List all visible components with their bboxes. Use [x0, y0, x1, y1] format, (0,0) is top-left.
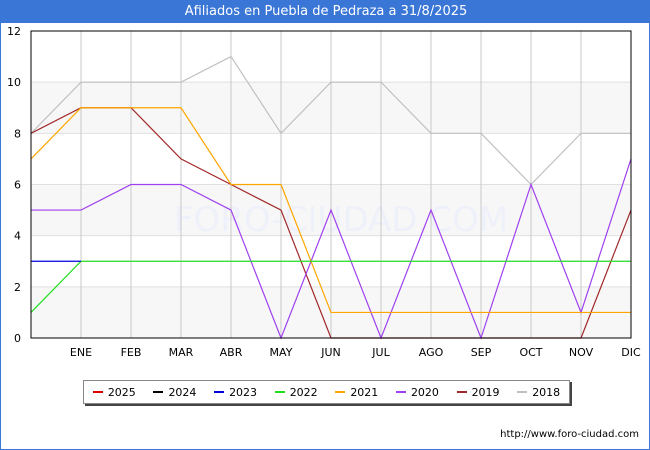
- legend-label: 2025: [107, 385, 136, 399]
- x-tick-label: DIC: [621, 346, 641, 359]
- x-tick-label: AGO: [419, 346, 444, 359]
- y-tick-label: 0: [14, 332, 21, 345]
- y-tick-label: 8: [14, 127, 21, 140]
- plot-border: [30, 30, 632, 339]
- legend-label: 2024: [168, 385, 197, 399]
- legend-item-2024: 2024: [153, 386, 196, 399]
- x-tick-label: MAY: [270, 346, 293, 359]
- series-line-2020: [31, 158, 632, 340]
- y-tick-label: 10: [7, 76, 21, 89]
- legend-item-2022: 2022: [274, 385, 318, 399]
- legend-swatch: [335, 391, 346, 393]
- x-tick-label: SEP: [471, 346, 492, 359]
- x-tick-label: FEB: [121, 346, 142, 359]
- legend-item-2025: 2025: [92, 385, 136, 399]
- legend-swatch: [153, 391, 164, 393]
- legend-label: 2018: [532, 385, 561, 399]
- y-tick-label: 4: [14, 230, 21, 243]
- legend: 2025 2024 2023 2022 2021 2020 2019 2018: [83, 380, 570, 404]
- watermark: FORO-CIUDAD.COM: [174, 200, 508, 240]
- chart-title: Afiliados en Puebla de Pedraza a 31/8/20…: [1, 1, 649, 23]
- legend-swatch: [92, 391, 103, 393]
- series-line-2022: [30, 260, 631, 313]
- x-tick-label: NOV: [569, 346, 594, 359]
- legend-item-2018: 2018: [517, 386, 560, 399]
- y-tick-label: 2: [14, 281, 21, 294]
- legend-swatch: [214, 391, 225, 393]
- legend-item-2023: 2023: [214, 386, 257, 399]
- legend-swatch: [395, 391, 406, 393]
- legend-label: 2021: [350, 385, 379, 399]
- x-tick-label: OCT: [519, 346, 542, 359]
- x-tick-label: MAR: [169, 346, 194, 359]
- legend-swatch: [517, 391, 528, 393]
- legend-label: 2019: [471, 385, 500, 399]
- legend-item-2021: 2021: [335, 386, 378, 399]
- legend-label: 2023: [229, 385, 258, 399]
- legend-label: 2020: [410, 385, 439, 399]
- x-tick-label: JUN: [320, 346, 341, 359]
- legend-label: 2022: [289, 385, 318, 399]
- legend-item-2020: 2020: [395, 385, 439, 399]
- x-tick-label: ENE: [70, 346, 92, 359]
- y-tick-label: 6: [14, 179, 21, 192]
- legend-swatch: [456, 391, 467, 393]
- source-link[interactable]: http://www.foro-ciudad.com: [500, 429, 639, 440]
- y-tick-label: 12: [7, 25, 21, 38]
- legend-swatch: [274, 391, 285, 393]
- legend-item-2019: 2019: [456, 385, 500, 399]
- x-tick-label: JUL: [371, 346, 390, 359]
- x-tick-label: ABR: [220, 346, 243, 359]
- series-line-2021: [30, 107, 631, 314]
